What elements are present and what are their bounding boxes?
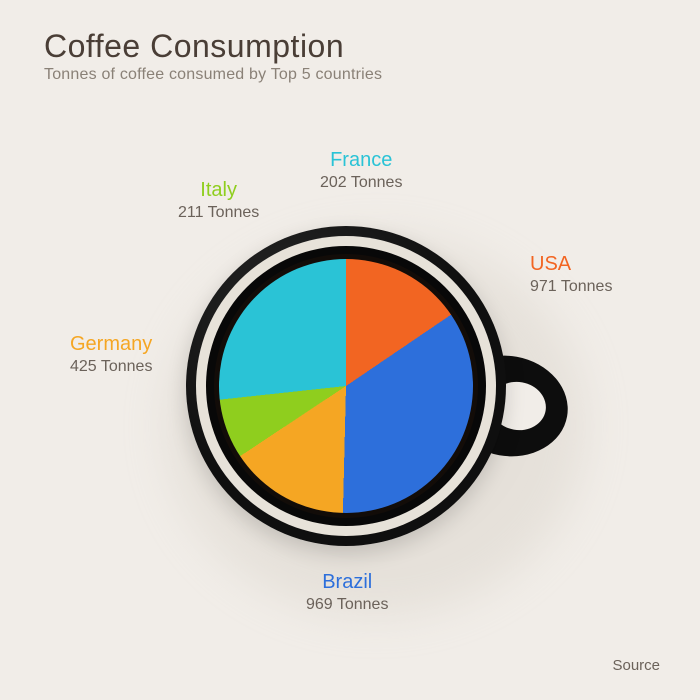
country-value: 971 Tonnes <box>530 277 612 297</box>
country-value: 969 Tonnes <box>306 595 388 615</box>
country-value: 211 Tonnes <box>178 203 259 223</box>
pie-chart <box>219 259 473 513</box>
pie-label-brazil: Brazil969 Tonnes <box>306 570 388 615</box>
source-link[interactable]: Source <box>612 657 660 674</box>
country-value: 425 Tonnes <box>70 357 152 377</box>
country-name: Italy <box>178 178 259 203</box>
country-name: Germany <box>70 332 152 357</box>
country-value: 202 Tonnes <box>320 173 402 193</box>
infographic-canvas: Coffee Consumption Tonnes of coffee cons… <box>0 0 700 700</box>
pie-label-usa: USA971 Tonnes <box>530 252 612 297</box>
coffee-mug <box>186 226 506 546</box>
country-name: USA <box>530 252 612 277</box>
page-title: Coffee Consumption <box>44 28 344 65</box>
country-name: France <box>320 148 402 173</box>
country-name: Brazil <box>306 570 388 595</box>
pie-label-italy: Italy211 Tonnes <box>178 178 259 223</box>
pie-label-germany: Germany425 Tonnes <box>70 332 152 377</box>
page-subtitle: Tonnes of coffee consumed by Top 5 count… <box>44 66 382 84</box>
pie-label-france: France202 Tonnes <box>320 148 402 193</box>
